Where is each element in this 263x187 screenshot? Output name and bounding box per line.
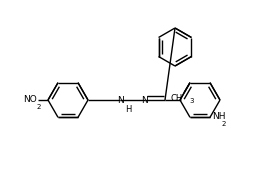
Text: CH: CH <box>171 94 183 103</box>
Text: 2: 2 <box>37 103 41 110</box>
Text: N: N <box>141 96 148 105</box>
Text: NH: NH <box>212 112 225 121</box>
Text: H: H <box>125 105 132 114</box>
Text: 3: 3 <box>189 98 194 104</box>
Text: NO: NO <box>23 94 37 103</box>
Text: 2: 2 <box>222 121 226 127</box>
Text: N: N <box>117 96 123 105</box>
